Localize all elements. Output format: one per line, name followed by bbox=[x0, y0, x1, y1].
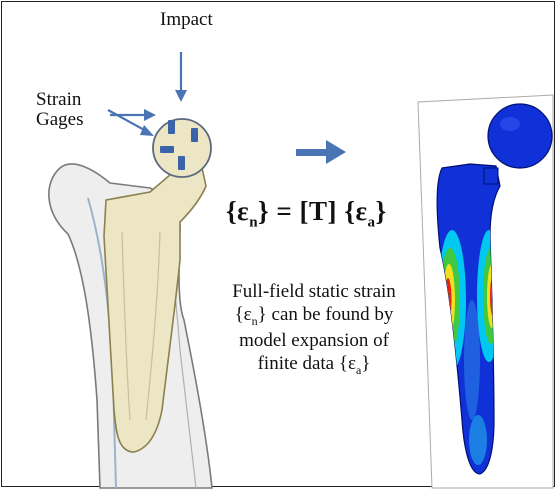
caption-line2-rest: } can be found by bbox=[257, 304, 394, 326]
eq-left-close: } bbox=[258, 196, 270, 226]
caption: Full-field static strain {εn} can be fou… bbox=[184, 280, 444, 378]
caption-sub-n: n bbox=[251, 314, 258, 329]
caption-line4-rest: } bbox=[361, 353, 371, 375]
impact-label: Impact bbox=[160, 9, 213, 30]
fea-neck bbox=[483, 167, 499, 185]
equation: {εn} = [T] {εa} bbox=[226, 196, 387, 231]
caption-line4: finite data {εa} bbox=[184, 352, 444, 378]
transform-arrow-icon bbox=[296, 149, 330, 156]
caption-line3: model expansion of bbox=[239, 329, 389, 351]
strain-gage bbox=[160, 146, 174, 153]
caption-sub-a: a bbox=[355, 363, 362, 378]
eq-left-open: {ε bbox=[226, 196, 250, 226]
eq-middle: = [T] bbox=[269, 196, 345, 226]
strain-label-line1: Strain bbox=[36, 89, 82, 110]
arrows bbox=[107, 52, 346, 164]
caption-line4-text: finite data {ε bbox=[257, 353, 356, 375]
eq-right-sub: a bbox=[367, 214, 376, 231]
fea-strain-plot bbox=[417, 94, 554, 489]
caption-line2: {εn} can be found by bbox=[184, 303, 444, 329]
strain-gage bbox=[191, 128, 198, 142]
eq-right-open: {ε bbox=[344, 196, 368, 226]
strain-label-line2: Gages bbox=[36, 108, 84, 130]
strain-gages bbox=[160, 120, 198, 170]
eq-right-close: } bbox=[375, 196, 387, 226]
strain-gages-label: Strain Gages bbox=[36, 90, 83, 130]
femoral-implant bbox=[103, 167, 207, 453]
eq-left-sub: n bbox=[249, 214, 259, 231]
caption-eps-n: {ε bbox=[234, 304, 252, 326]
strain-gage bbox=[178, 156, 185, 170]
gage-arrow-icon bbox=[107, 109, 149, 133]
strain-gage bbox=[168, 120, 175, 134]
caption-line1: Full-field static strain bbox=[232, 281, 396, 302]
fea-head bbox=[487, 103, 553, 169]
